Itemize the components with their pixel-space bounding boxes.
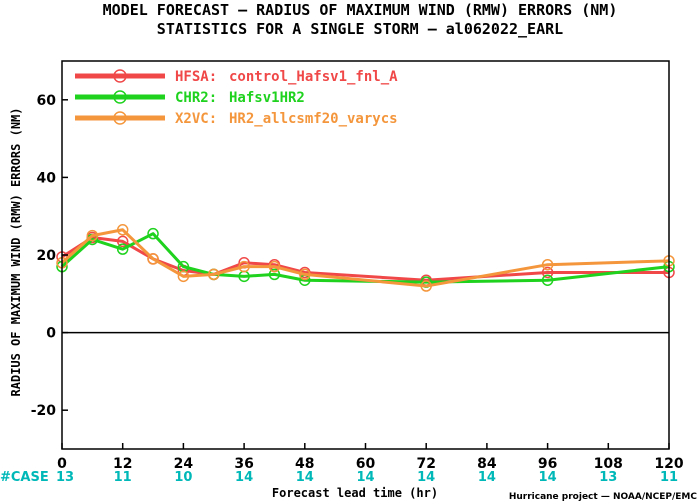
legend-model-desc: HR2_allcsmf20_varycs [229,111,398,127]
data-point [420,280,432,292]
legend-model-name: X2VC: [175,111,217,127]
case-count: 11 [114,470,132,485]
data-point [116,224,129,236]
legend: HFSA: control_Hafsv1_fnl_A CHR2: Hafsv1HR2 X… [75,69,398,127]
x-tick-label: 60 [356,456,376,472]
x-tick-label: 72 [416,456,435,472]
legend-model-name: HFSA: [175,69,217,85]
data-point [116,243,129,255]
x-tick-label: 0 [57,456,67,472]
data-point [541,258,554,271]
case-count: 14 [235,470,253,485]
case-count: 14 [296,470,314,485]
legend-entry-1: HFSA: control_Hafsv1_fnl_A [75,69,398,85]
y-tick-label: 40 [37,170,57,186]
case-count: 11 [660,470,678,485]
legend-swatch-marker [113,69,127,83]
legend-model-desc: control_Hafsv1_fnl_A [229,69,398,85]
legend-swatch-marker [113,90,127,104]
legend-model-desc: Hafsv1HR2 [229,90,305,106]
data-point [177,270,190,283]
case-count: 10 [174,470,192,485]
case-label: #CASE [0,470,49,485]
data-point [116,235,129,248]
x-tick-label: 48 [295,456,314,472]
chart-subtitle: STATISTICS FOR A SINGLE STORM — al062022… [157,20,563,38]
case-count: 14 [478,470,496,485]
y-axis-label: RADIUS OF MAXIMUM WIND (RMW) ERRORS (NM) [9,108,23,397]
data-point [268,268,281,281]
chart-title: MODEL FORECAST — RADIUS OF MAXIMUM WIND … [103,1,618,19]
data-point [147,253,159,265]
data-point [238,260,250,273]
x-tick-label: 108 [594,456,623,472]
data-point [147,227,159,240]
case-count: 13 [599,470,617,485]
y-tick-label: -20 [31,403,57,419]
x-axis-label: Forecast lead time (hr) [272,486,438,500]
legend-swatch-marker [113,111,127,125]
data-point [541,266,554,279]
data-point [299,268,311,281]
x-tick-label: 96 [538,456,557,472]
legend-entry-2: CHR2: Hafsv1HR2 [75,90,305,106]
plot-area [56,224,675,334]
y-tick-label: 60 [37,93,57,109]
x-tick-label: 24 [174,456,194,472]
case-count: 14 [356,470,374,485]
credit-text: Hurricane project — NOAA/NCEP/EMC [509,492,698,502]
data-point [86,229,99,242]
legend-entry-3: X2VC: HR2_allcsmf20_varycs [75,111,398,127]
case-counts: 13 11 10 14 14 14 14 14 14 13 11 [56,470,678,485]
legend-model-name: CHR2: [175,90,217,106]
x-tick-label: 84 [477,456,497,472]
case-count: 13 [56,470,74,485]
x-tick-label: 120 [654,456,683,472]
data-point [268,260,281,273]
y-tick-label: 0 [46,326,56,342]
x-tick-label: 36 [234,456,253,472]
y-tick-label: 20 [37,248,57,264]
case-count: 14 [417,470,435,485]
data-point [541,274,554,286]
x-tick-label: 12 [113,456,132,472]
data-point [208,268,220,281]
series-3 [56,224,675,292]
case-count: 14 [539,470,557,485]
